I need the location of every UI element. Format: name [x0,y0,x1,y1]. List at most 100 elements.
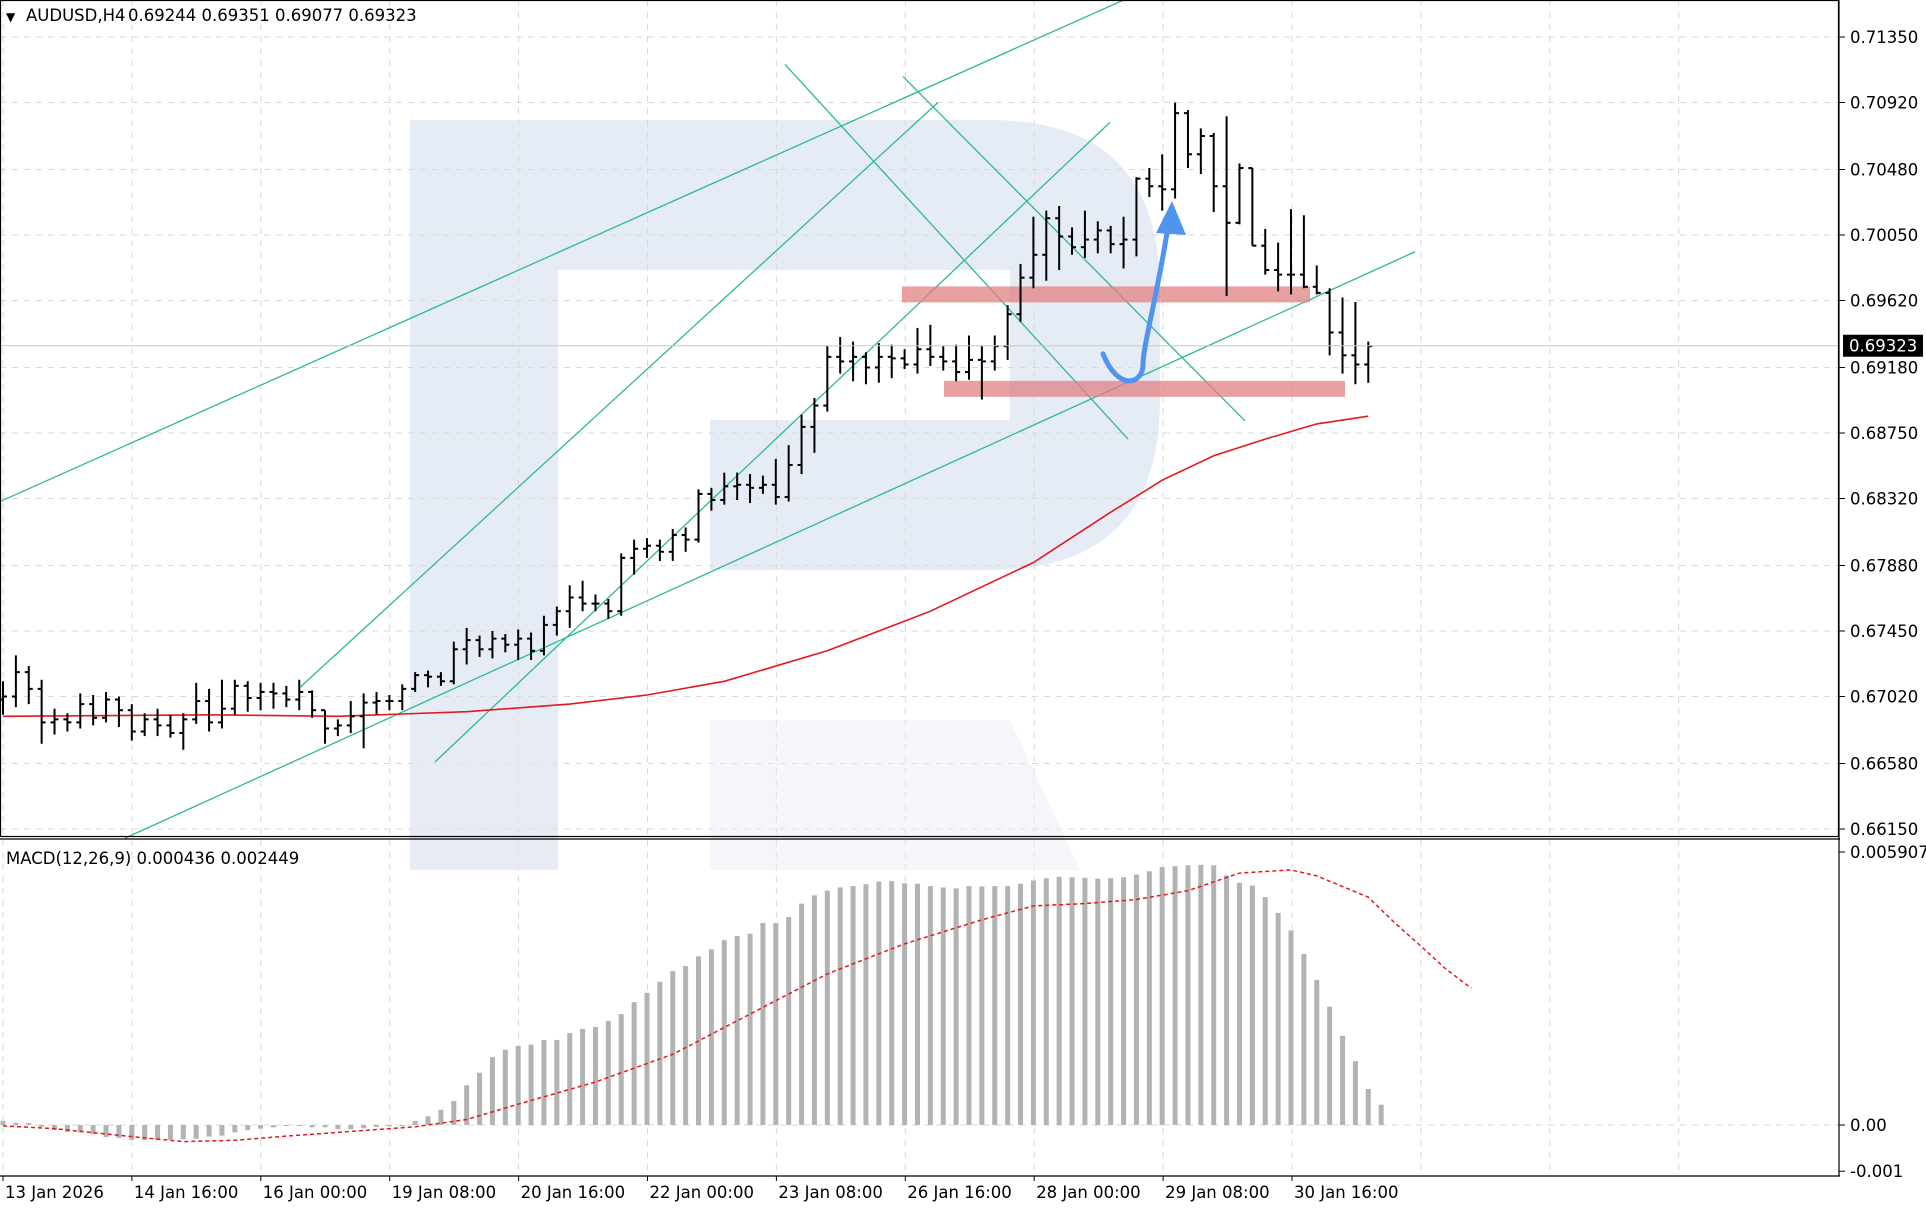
ohlc-bar [746,474,755,504]
macd-bar [618,1014,624,1125]
ohlc-bar [243,681,252,712]
macd-bar [1043,878,1049,1125]
macd-bar [1146,871,1152,1125]
ohlc-bar [1261,228,1270,275]
ohlc-bar [913,327,922,374]
ohlc-bar [990,335,999,371]
ohlc-bar [514,629,523,660]
ohlc-bar [424,670,433,688]
ohlc-bar [1364,341,1373,383]
macd-bar [1314,979,1320,1125]
macd-bar [1236,882,1242,1125]
ohlc-bar [578,580,587,612]
ohlc-bar [823,346,832,412]
ohlc-bar [1106,225,1115,254]
macd-bar [129,1125,135,1140]
ohlc-bar [681,527,690,552]
macd-bar [747,933,753,1125]
macd-bar [837,887,843,1125]
ohlc-bar [501,634,510,653]
price-tick-label: 0.66580 [1850,755,1918,774]
macd-bar [116,1125,122,1138]
macd-indicator-label[interactable]: MACD(12,26,9) 0.000436 0.002449 [6,849,299,868]
macd-bar [64,1125,70,1132]
macd-bar [876,881,882,1125]
ohlc-bar [1287,209,1295,295]
ohlc-bar [1351,302,1360,385]
macd-bar [1159,867,1165,1125]
ohlc-bar [874,343,883,383]
ohlc-bar [1080,210,1089,258]
macd-bar [13,1122,19,1125]
ohlc-bar [166,714,175,738]
macd-bar [1005,886,1011,1125]
macd-bar [1365,1088,1371,1125]
macd-bar [914,883,920,1125]
macd-histogram [0,864,1384,1141]
macd-bar [0,1120,6,1125]
time-tick-label: 14 Jan 16:00 [134,1183,238,1202]
ohlc-bar [604,599,613,619]
resistance-support-zones [902,286,1345,397]
ohlc-bar [1312,265,1321,295]
ohlc-bar [617,553,626,616]
ohlc-bar [849,341,858,382]
ohlc-bar [385,694,394,711]
price-axis[interactable]: 0.71350 0.70920 0.70480 0.70050 0.69620 0.691… [1839,28,1918,839]
price-zone [944,380,1345,397]
macd-axis[interactable]: 0.005907 0.00 -0.001 [1839,843,1926,1181]
time-axis[interactable]: 13 Jan 2026 14 Jan 16:00 16 Jan 00:00 19 Ja… [2,1176,1398,1202]
macd-bar [940,887,946,1125]
ohlc-bar [346,701,355,734]
macd-bar [567,1033,573,1125]
macd-bar [1288,930,1294,1125]
ohlc-bar [282,685,291,708]
ohlc-bar [475,635,484,657]
time-tick-label: 16 Jan 00:00 [263,1183,367,1202]
macd-bar [1340,1035,1346,1125]
macd-bar [1301,953,1307,1125]
macd-bar [773,923,779,1125]
ohlc-bar [230,679,239,715]
price-tick-label: 0.69180 [1850,359,1918,378]
ohlc-bar [1171,102,1180,199]
macd-bar [180,1125,186,1140]
ohlc-bar [1196,128,1205,175]
macd-bar [1108,878,1114,1125]
ohlc-bar [758,475,767,494]
ohlc-bar [1209,132,1218,213]
ohlc-bar [1158,154,1167,211]
macd-bar [219,1125,225,1136]
ohlc-bar [192,682,201,724]
ohlc-bar [102,691,111,723]
ohlc-bar [411,672,420,692]
ohlc-bar [1274,242,1283,292]
macd-watermark-overlay [410,720,1080,870]
macd-bar [142,1125,148,1141]
current-price-label: 0.69323 [1849,337,1917,356]
macd-bar [1275,912,1281,1125]
ohlc-bar [861,352,870,385]
macd-bar [438,1109,444,1125]
macd-bar [258,1125,264,1129]
ohlc-bar [952,344,961,382]
macd-bar [863,884,869,1125]
macd-bar [554,1039,560,1125]
price-tick-label: 0.70480 [1850,161,1918,180]
time-tick-label: 23 Jan 08:00 [778,1183,882,1202]
macd-bar [927,886,933,1125]
ohlc-bar [114,696,123,727]
macd-bar [1121,877,1127,1125]
trend-channel-lines [0,0,1416,839]
ohlc-bar [1016,263,1025,322]
ohlc-bar [1325,288,1334,356]
time-tick-label: 28 Jan 00:00 [1036,1183,1140,1202]
macd-bar [541,1039,547,1125]
time-tick-label: 26 Jan 16:00 [907,1183,1011,1202]
ohlc-bar [939,346,948,371]
ohlc-bar [1055,206,1064,271]
macd-bar [103,1125,109,1138]
ohlc-bar [333,719,342,737]
symbol-dropdown-arrow[interactable]: ▼ [6,10,16,24]
